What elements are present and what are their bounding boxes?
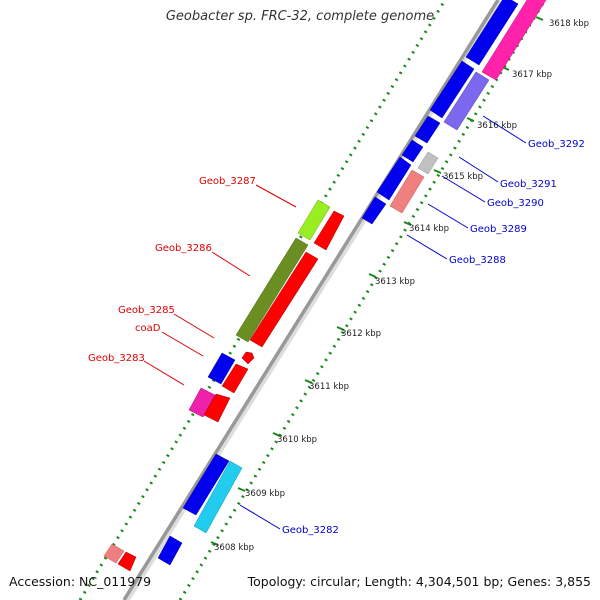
tick-label: 3616 kbp [477,121,517,131]
gene-label[interactable]: Geob_3289 [470,224,527,235]
inner-dot-ruler [178,0,547,600]
tick-label: 3611 kbp [309,382,349,392]
gene-feature-pink[interactable] [481,0,547,81]
tick-mark [535,16,544,21]
tick-label: 3618 kbp [549,19,589,29]
leader-line [239,504,281,530]
gene-feature-geob-3283[interactable] [188,387,216,418]
tick-mark [368,273,377,278]
tick-mark [272,432,281,437]
gene-label[interactable]: Geob_3282 [282,525,339,536]
leader-lines [143,115,527,530]
leader-line [441,175,486,203]
gene-label[interactable]: Geob_3292 [528,139,585,150]
leader-line [173,313,215,339]
leader-line [406,234,448,260]
gene-feature-red-long[interactable] [249,251,319,348]
tick-mark [466,117,475,122]
leader-line [211,251,251,277]
tick-label: 3613 kbp [375,277,415,287]
tick-mark [433,169,442,174]
tick-label: 3608 kbp [214,543,254,553]
gene-label[interactable]: Geob_3290 [487,198,544,209]
gene-feature-geob-3282[interactable] [193,460,243,534]
gene-feature-blue-c[interactable] [429,60,475,119]
tick-mark [336,326,345,331]
tick-mark [304,379,313,384]
gene-label[interactable]: Geob_3287 [199,176,256,187]
accession-label: Accession: NC_011979 [9,574,152,589]
gene-label[interactable]: Geob_3285 [118,305,175,316]
gene-feature-geob-3286[interactable] [235,237,309,343]
gene-feature-blue-b[interactable] [414,115,441,144]
leader-line [255,184,297,208]
gene-label[interactable]: Geob_3286 [155,243,212,254]
tick-marks [210,16,544,546]
gene-feature-geob-3282-blue[interactable] [182,453,230,516]
gene-feature-geob-3290[interactable] [417,151,439,175]
tick-label: 3614 kbp [409,224,449,234]
backbone-line [122,0,500,600]
gene-feature-geob-3285[interactable] [207,352,236,385]
gene-feature-small-blue[interactable] [157,535,183,566]
gene-labels: Geob_3287 Geob_3286 Geob_3285 coaD Geob_… [88,139,585,536]
gene-feature-red-3[interactable] [203,393,231,423]
gene-feature-blue-a[interactable] [376,156,412,201]
genome-summary: Topology: circular; Length: 4,304,501 bp… [247,574,591,589]
gene-feature-red-2[interactable] [221,363,249,394]
gene-feature-geob-3292[interactable] [443,71,490,131]
gene-feature-geob-3288[interactable] [361,196,387,225]
tick-label: 3609 kbp [245,489,285,499]
feature-track-reverse [361,0,547,225]
gene-label[interactable]: coaD [135,323,161,334]
feature-track-outer [103,199,331,566]
tick-labels: 3608 kbp 3609 kbp 3610 kbp 3611 kbp 3612… [214,19,589,553]
tick-mark [210,541,219,546]
gene-feature-geob-3287[interactable] [297,199,331,241]
gene-feature-geob-3289[interactable] [389,169,425,214]
tick-label: 3612 kbp [341,329,381,339]
tick-label: 3615 kbp [443,172,483,182]
leader-line [458,156,499,183]
gene-feature-red-1[interactable] [313,210,345,251]
feature-track-inner [117,210,345,572]
tick-mark [237,487,246,492]
gene-feature-small-red[interactable] [117,551,137,572]
map-title: Geobacter sp. FRC-32, complete genome [165,9,435,24]
gene-feature-small-salmon[interactable] [103,543,125,564]
gene-label[interactable]: Geob_3283 [88,353,145,364]
leader-line [482,115,527,144]
outer-dot-ruler [78,0,447,600]
tick-label: 3610 kbp [277,435,317,445]
tick-label: 3617 kbp [512,70,552,80]
gene-label[interactable]: Geob_3291 [500,179,557,190]
leader-line [427,203,469,229]
gene-feature-coad[interactable] [241,351,255,365]
gene-feature-blue-d[interactable] [465,0,519,66]
tick-mark [403,221,412,226]
leader-line [143,360,185,386]
gene-feature-geob-3291[interactable] [401,139,424,163]
leader-line [161,331,204,357]
gene-label[interactable]: Geob_3288 [449,255,506,266]
